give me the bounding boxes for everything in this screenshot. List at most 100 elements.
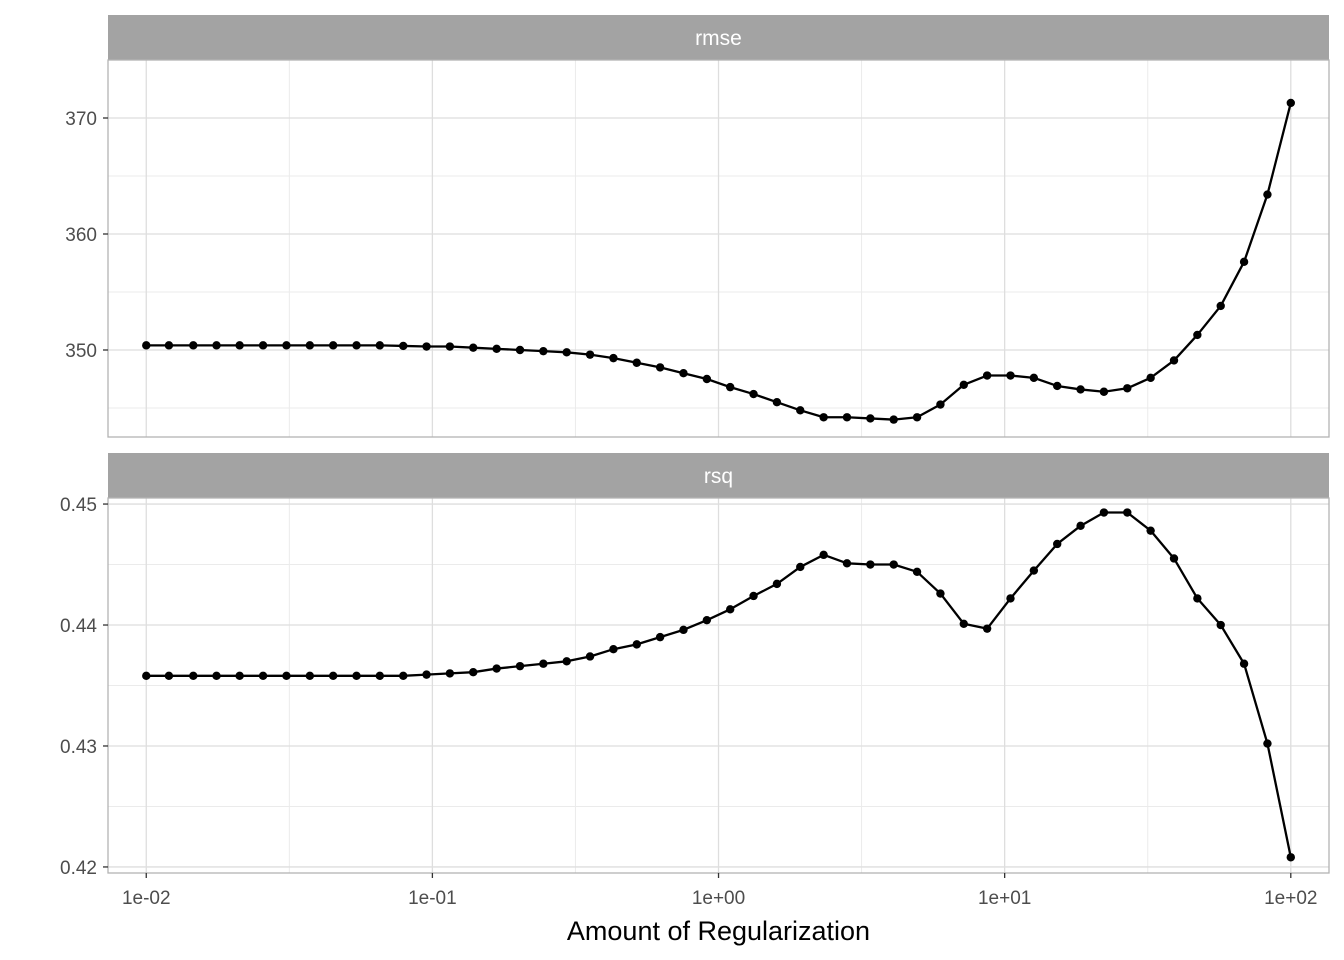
data-point — [1286, 98, 1295, 108]
data-point — [1076, 385, 1085, 394]
data-point — [749, 389, 758, 399]
x-tick-label: 1e+00 — [692, 888, 745, 909]
data-point — [725, 382, 735, 392]
data-point — [1239, 659, 1249, 668]
data-point — [1053, 539, 1062, 549]
data-point — [539, 346, 548, 356]
data-point — [142, 671, 151, 681]
data-point — [258, 671, 268, 681]
data-point — [212, 671, 221, 681]
data-point — [422, 670, 431, 679]
data-point — [1099, 387, 1109, 396]
data-point — [352, 341, 361, 350]
data-point — [632, 640, 641, 649]
data-point — [842, 559, 852, 568]
data-point — [305, 341, 315, 350]
data-point — [702, 374, 712, 384]
data-point — [889, 415, 898, 424]
data-point — [982, 371, 992, 380]
strip-background-rmse — [108, 15, 1329, 60]
data-point — [445, 342, 455, 351]
series-points-rmse — [142, 98, 1295, 424]
data-point — [1076, 521, 1085, 531]
data-point — [1263, 190, 1272, 199]
panel-border-rmse — [107, 59, 1330, 438]
data-point — [1193, 330, 1202, 340]
data-point — [1216, 620, 1225, 630]
data-point — [328, 671, 338, 681]
data-point — [1169, 554, 1179, 563]
strip-label-rmse: rmse — [695, 27, 742, 50]
data-point — [1029, 373, 1039, 383]
data-point — [1263, 739, 1272, 748]
data-point — [936, 400, 945, 409]
data-point — [796, 562, 805, 572]
data-point — [632, 358, 641, 367]
data-point — [258, 341, 268, 350]
panel-rsq: rsq 0.42 0.43 0.44 0.45 — [60, 453, 1330, 879]
x-axis-title: Amount of Regularization — [567, 916, 870, 946]
data-point — [235, 671, 244, 681]
data-point — [235, 341, 244, 350]
data-point — [655, 632, 665, 642]
data-point — [1216, 301, 1225, 311]
data-point — [679, 625, 688, 635]
data-point — [515, 661, 525, 671]
data-point — [819, 413, 828, 422]
data-point — [889, 560, 898, 569]
data-point — [609, 353, 618, 363]
data-point — [492, 664, 501, 673]
y-tick-label: 370 — [65, 109, 97, 130]
y-tick-label: 0.45 — [60, 495, 97, 516]
data-point — [959, 619, 968, 629]
data-point — [492, 344, 501, 354]
strip-background-rsq — [108, 453, 1329, 498]
data-point — [399, 671, 408, 681]
data-point — [725, 605, 735, 614]
x-tick-label: 1e+02 — [1264, 888, 1317, 909]
data-point — [305, 671, 315, 681]
data-point — [1193, 594, 1202, 603]
data-point — [585, 652, 595, 661]
data-point — [1123, 508, 1132, 517]
data-point — [422, 342, 431, 351]
data-point — [772, 398, 782, 407]
panel-rmse: rmse 350 360 370 — [65, 15, 1330, 438]
data-point — [936, 589, 945, 598]
data-point — [445, 669, 455, 678]
data-point — [328, 341, 338, 350]
data-point — [1286, 853, 1295, 862]
data-point — [842, 413, 852, 422]
data-point — [655, 363, 665, 372]
data-point — [1006, 594, 1015, 603]
y-tick-labels-rsq: 0.42 0.43 0.44 0.45 — [60, 495, 108, 879]
data-point — [189, 671, 198, 681]
data-point — [866, 560, 875, 569]
data-point — [375, 341, 385, 350]
data-point — [819, 550, 828, 560]
data-point — [1006, 371, 1015, 380]
y-tick-label: 0.42 — [60, 858, 97, 879]
y-tick-labels-rmse: 350 360 370 — [65, 109, 108, 362]
data-point — [679, 369, 688, 378]
data-point — [212, 341, 221, 350]
data-point — [866, 414, 875, 423]
data-point — [142, 341, 151, 350]
data-point — [982, 624, 992, 633]
data-point — [912, 413, 922, 422]
series-points-rsq — [142, 508, 1295, 862]
y-tick-label: 360 — [65, 225, 97, 246]
data-point — [1146, 373, 1155, 383]
data-point — [1146, 526, 1155, 535]
data-point — [1123, 384, 1132, 393]
data-point — [609, 645, 618, 654]
data-point — [282, 671, 291, 681]
data-point — [399, 341, 408, 351]
data-point — [562, 657, 571, 666]
x-tick-label: 1e-01 — [408, 888, 457, 909]
data-point — [1029, 566, 1039, 575]
data-point — [515, 345, 525, 355]
data-point — [469, 667, 478, 677]
data-point — [796, 406, 805, 415]
